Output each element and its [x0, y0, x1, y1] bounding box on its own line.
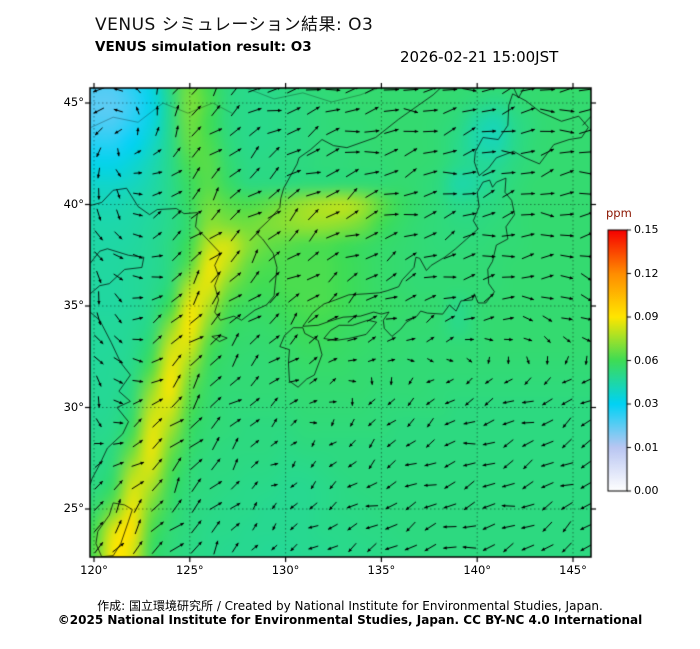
x-tick-label-125: 125°	[175, 563, 204, 577]
y-tick-label-40: 40°	[63, 196, 84, 211]
forecast-timestamp: 2026-02-21 15:00JST	[400, 48, 559, 66]
x-tick-label-130: 130°	[271, 563, 300, 577]
y-tick-label-45: 45°	[63, 95, 84, 109]
y-tick-label-25: 25°	[63, 501, 84, 515]
colorbar-tick-label-0.06: 0.06	[634, 353, 659, 367]
license-line: ©2025 National Institute for Environment…	[57, 613, 643, 627]
x-tick-label-140: 140°	[463, 563, 492, 577]
y-tick-label-35: 35°	[63, 298, 84, 312]
x-tick-label-135: 135°	[367, 563, 396, 577]
colorbar-tick-label-0.03: 0.03	[634, 397, 659, 410]
colorbar-tick-label-0.00: 0.00	[634, 484, 659, 497]
x-tick-label-145: 145°	[559, 563, 587, 577]
y-tick-label-30: 30°	[63, 399, 84, 414]
x-tick-label-120: 120°	[80, 563, 108, 577]
colorbar-tick-label-0.09: 0.09	[634, 310, 659, 323]
colorbar-unit-label: ppm	[606, 206, 632, 220]
colorbar-tick-label-0.12: 0.12	[634, 266, 659, 280]
colorbar-tick-label-0.01: 0.01	[634, 440, 659, 454]
page-title-japanese: VENUS シミュレーション結果: O3	[95, 15, 374, 35]
colorbar-tick-label-0.15: 0.15	[634, 223, 659, 236]
credit-line: 作成: 国立環境研究所 / Created by National Instit…	[97, 599, 603, 613]
page-title-english: VENUS simulation result: O3	[95, 39, 312, 55]
